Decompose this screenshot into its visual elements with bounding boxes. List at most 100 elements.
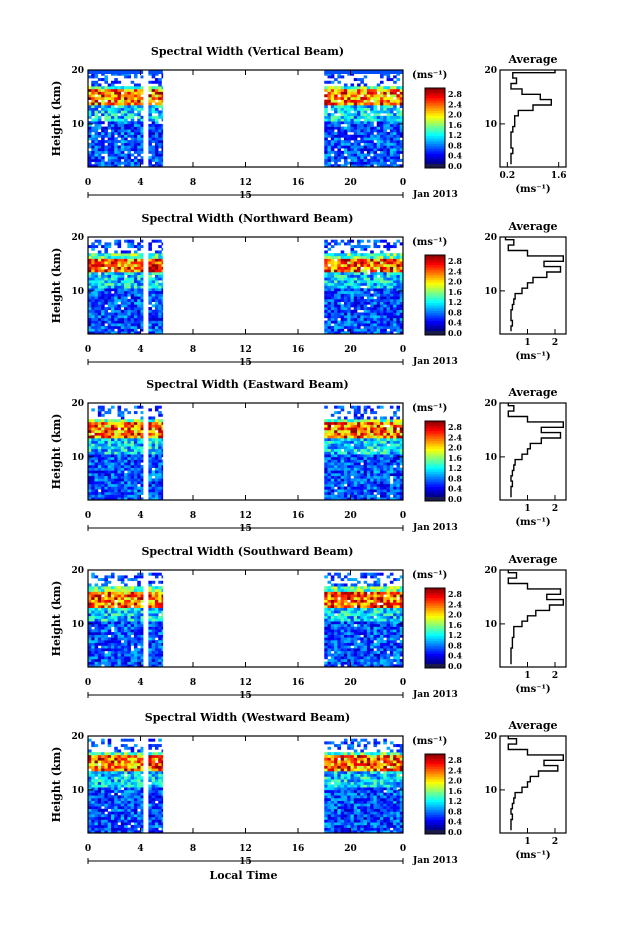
x-tick-label: 12 xyxy=(239,678,252,688)
colorbar-tick-label: 0.0 xyxy=(448,328,462,338)
average-profile-line xyxy=(507,403,564,498)
day-label: 15 xyxy=(239,857,252,867)
panel-1: Spectral Width (Vertical Beam) 20 10 Height… xyxy=(50,45,567,201)
x-tick-label: 20 xyxy=(344,511,357,521)
colorbar-tick-label: 0.0 xyxy=(448,661,462,671)
x-tick-label: 20 xyxy=(344,678,357,688)
colorbar-tick-label: 0.4 xyxy=(448,484,462,494)
x-tick-label: 20 xyxy=(344,844,357,854)
y-tick-label: 20 xyxy=(71,566,84,576)
colorbar: 2.82.42.01.61.20.80.40.0 xyxy=(424,753,462,837)
average-x-tick-label: 1.6 xyxy=(551,171,567,181)
x-tick-label: 0 xyxy=(85,511,91,521)
colorbar-tick-label: 0.4 xyxy=(448,817,462,827)
day-label: 15 xyxy=(239,691,252,701)
average-title: Average xyxy=(507,553,557,566)
colorbar-tick-label: 2.8 xyxy=(448,589,462,599)
colorbar-tick-label: 1.6 xyxy=(448,120,462,130)
panel-title: Spectral Width (Westward Beam) xyxy=(145,711,350,724)
average-x-axis-label: (ms⁻¹) xyxy=(515,351,550,362)
colorbar: 2.82.42.01.61.20.80.40.0 xyxy=(424,254,462,338)
colorbar-tick-label: 1.2 xyxy=(448,796,462,806)
average-x-axis-label: (ms⁻¹) xyxy=(515,517,550,528)
average-y-tick-label: 20 xyxy=(484,399,497,409)
x-tick-label: 4 xyxy=(137,678,143,688)
average-profile: Average 20 10 1 2(ms⁻¹) xyxy=(484,386,567,528)
colorbar-tick-label: 0.8 xyxy=(448,307,462,317)
x-tick-label: 16 xyxy=(292,511,305,521)
colorbar-tick-label: 2.4 xyxy=(448,266,462,276)
average-title: Average xyxy=(507,719,557,732)
date-label: Jan 2013 xyxy=(412,690,458,700)
y-tick-label: 10 xyxy=(71,786,84,796)
average-profile: Average 20 10 0.2 1.6(ms⁻¹) xyxy=(484,53,567,195)
colorbar-tick-label: 0.0 xyxy=(448,827,462,837)
average-y-tick-label: 20 xyxy=(484,233,497,243)
average-y-tick-label: 10 xyxy=(484,287,497,297)
average-profile: Average 20 10 1 2(ms⁻¹) xyxy=(484,719,567,861)
colorbar-tick-label: 1.6 xyxy=(448,453,462,463)
x-tick-label: 16 xyxy=(292,345,305,355)
x-tick-label: 8 xyxy=(190,844,196,854)
colorbar-tick-label: 2.0 xyxy=(448,776,462,786)
average-x-tick-label: 2 xyxy=(552,837,558,847)
colorbar-tick-label: 0.4 xyxy=(448,651,462,661)
average-profile-line xyxy=(510,70,556,165)
x-tick-label: 8 xyxy=(190,678,196,688)
y-axis-label: Height (km) xyxy=(50,581,63,657)
x-tick-label: 4 xyxy=(137,511,143,521)
colorbar-tick-label: 0.8 xyxy=(448,140,462,150)
average-y-tick-label: 10 xyxy=(484,120,497,130)
y-tick-label: 10 xyxy=(71,620,84,630)
y-tick-label: 20 xyxy=(71,66,84,76)
y-tick-label: 10 xyxy=(71,120,84,130)
x-tick-label: 0 xyxy=(400,511,406,521)
colorbar-tick-label: 1.2 xyxy=(448,630,462,640)
x-tick-label: 16 xyxy=(292,178,305,188)
day-label: 15 xyxy=(239,191,252,201)
heatmap-cells xyxy=(88,239,404,335)
average-x-tick-label: 1 xyxy=(524,338,530,348)
average-x-tick-label: 2 xyxy=(552,504,558,514)
average-x-axis-label: (ms⁻¹) xyxy=(515,184,550,195)
average-profile-line xyxy=(507,570,564,665)
average-profile-line xyxy=(504,237,564,332)
x-tick-label: 8 xyxy=(190,345,196,355)
day-label: 15 xyxy=(239,358,252,368)
x-tick-label: 12 xyxy=(239,844,252,854)
x-tick-label: 0 xyxy=(85,844,91,854)
colorbar-tick-label: 1.2 xyxy=(448,297,462,307)
panel-title: Spectral Width (Eastward Beam) xyxy=(146,378,348,391)
average-x-tick-label: 2 xyxy=(552,671,558,681)
colorbar-tick-label: 1.6 xyxy=(448,287,462,297)
heatmap-cells xyxy=(88,738,404,834)
average-y-tick-label: 20 xyxy=(484,732,497,742)
colorbar-tick-label: 2.0 xyxy=(448,610,462,620)
average-y-tick-label: 10 xyxy=(484,620,497,630)
colorbar-tick-label: 0.4 xyxy=(448,318,462,328)
colorbar-tick-label: 1.6 xyxy=(448,786,462,796)
heatmap-cells xyxy=(88,70,404,168)
average-y-tick-label: 20 xyxy=(484,66,497,76)
colorbar-tick-label: 2.4 xyxy=(448,599,462,609)
x-tick-label: 0 xyxy=(85,678,91,688)
x-tick-label: 12 xyxy=(239,345,252,355)
colorbar-tick-label: 1.2 xyxy=(448,463,462,473)
heatmap-cells xyxy=(88,405,404,501)
y-axis-label: Height (km) xyxy=(50,747,63,823)
y-tick-label: 20 xyxy=(71,233,84,243)
average-profile-line xyxy=(507,736,564,831)
colorbar-unit: (ms⁻¹) xyxy=(412,403,447,414)
average-x-tick-label: 2 xyxy=(552,338,558,348)
panel-title: Spectral Width (Southward Beam) xyxy=(141,545,353,558)
colorbar-tick-label: 2.8 xyxy=(448,89,462,99)
colorbar-tick-label: 2.4 xyxy=(448,765,462,775)
colorbar-tick-label: 0.8 xyxy=(448,473,462,483)
x-tick-label: 20 xyxy=(344,178,357,188)
colorbar-tick-label: 2.0 xyxy=(448,110,462,120)
average-x-tick-label: 1 xyxy=(524,837,530,847)
average-y-tick-label: 10 xyxy=(484,786,497,796)
colorbar-tick-label: 0.0 xyxy=(448,161,462,171)
x-tick-label: 4 xyxy=(137,345,143,355)
colorbar-unit: (ms⁻¹) xyxy=(412,736,447,747)
